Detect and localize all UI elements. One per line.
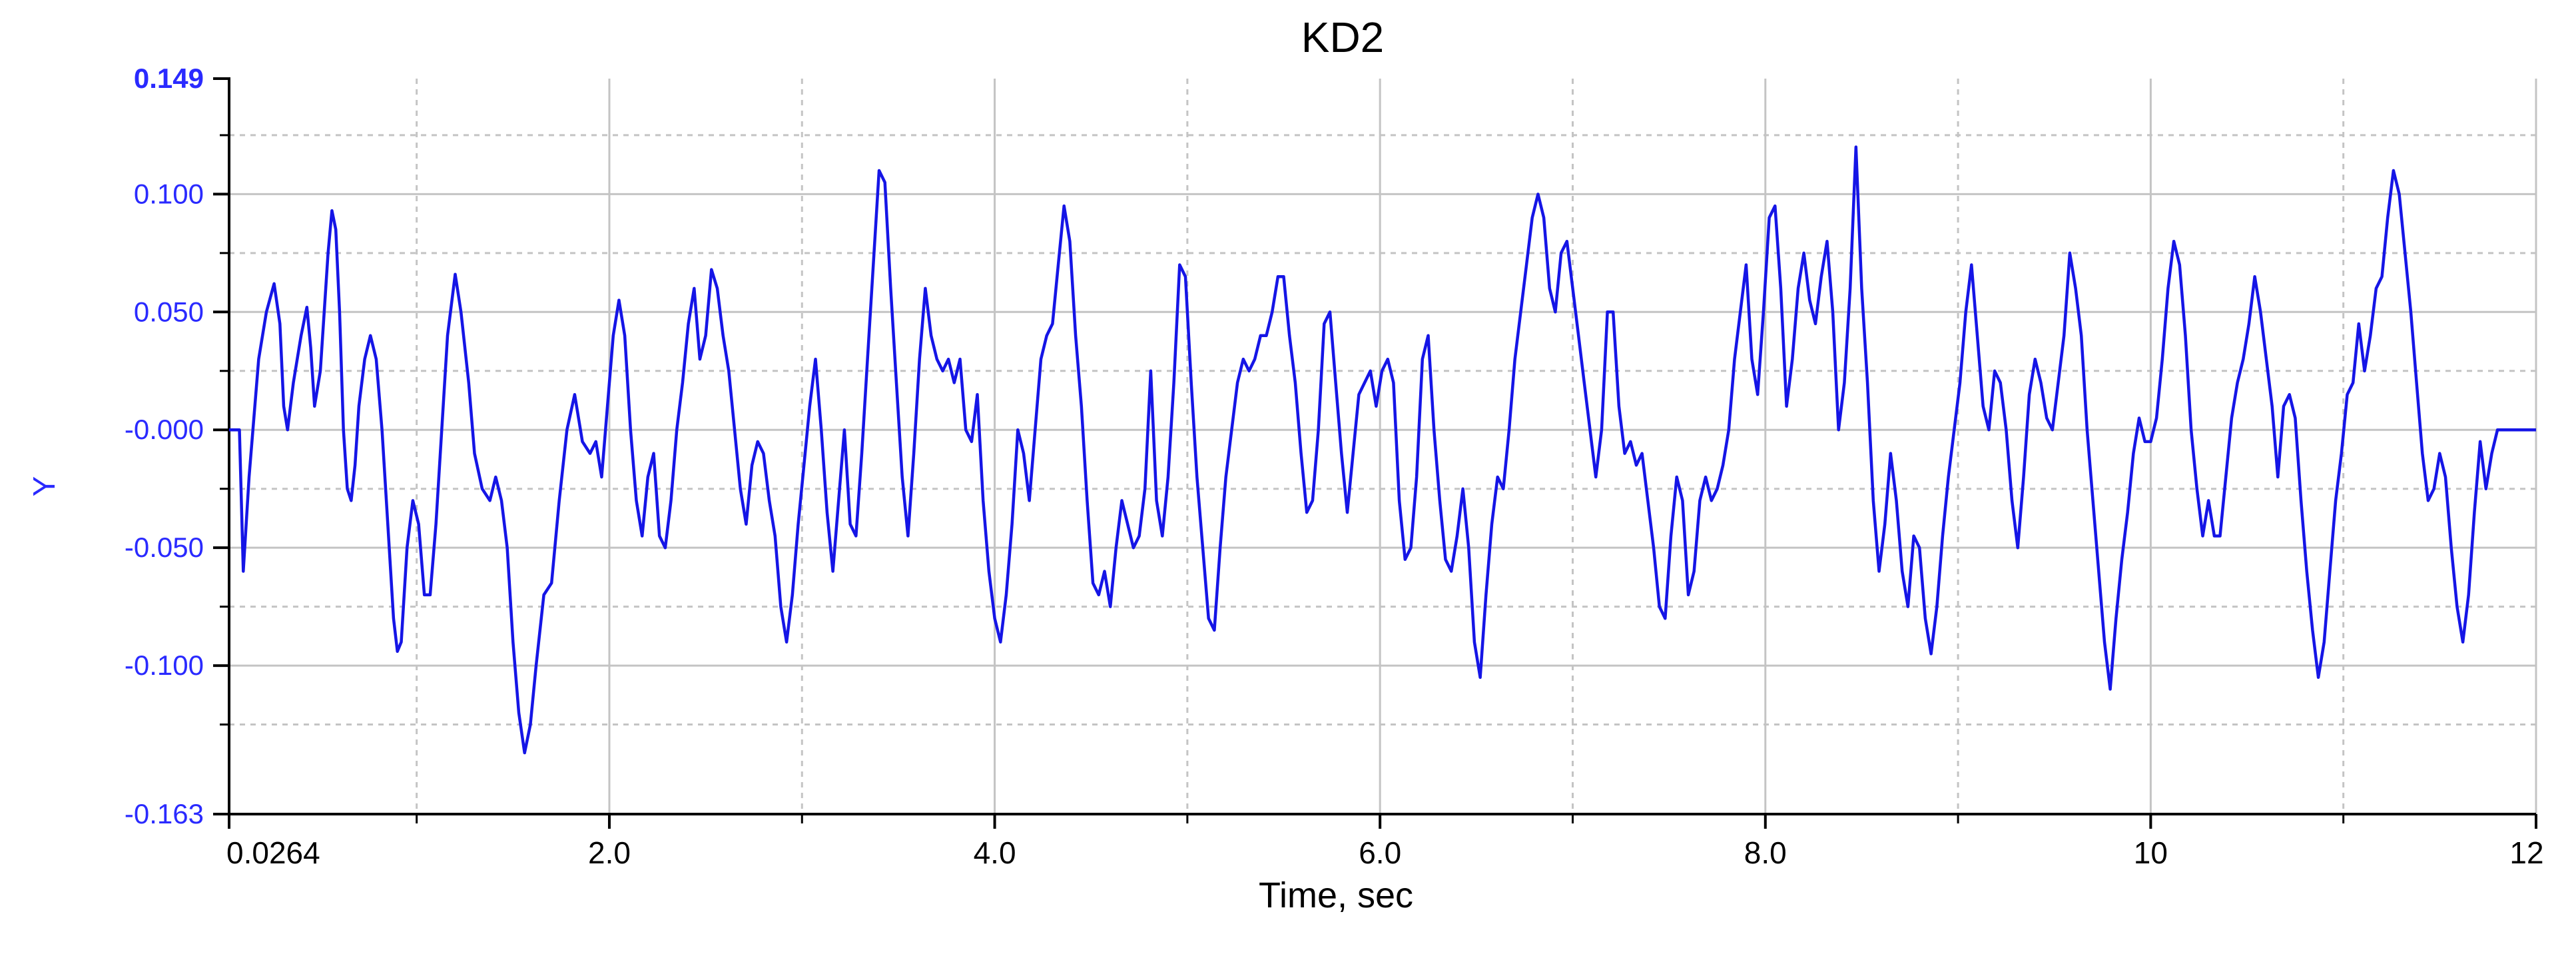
y-tick-label: -0.050 bbox=[125, 532, 204, 563]
y-tick-label: -0.000 bbox=[125, 414, 204, 445]
chart-title: KD2 bbox=[1301, 13, 1385, 61]
x-tick-label: 4.0 bbox=[974, 835, 1016, 870]
x-axis-label: Time, sec bbox=[1259, 875, 1413, 915]
x-tick-label: 0.0264 bbox=[226, 835, 320, 870]
y-tick-label: 0.100 bbox=[134, 178, 204, 209]
y-tick-label: 0.050 bbox=[134, 296, 204, 327]
x-tick-label: 10 bbox=[2134, 835, 2168, 870]
x-tick-label: 6.0 bbox=[1359, 835, 1401, 870]
y-tick-label: -0.163 bbox=[125, 798, 204, 829]
x-tick-label: 2.0 bbox=[588, 835, 631, 870]
series-line bbox=[229, 145, 2536, 755]
y-axis-label: Y bbox=[27, 476, 61, 497]
x-tick-label: 8.0 bbox=[1744, 835, 1787, 870]
y-tick-label: -0.100 bbox=[125, 650, 204, 681]
y-tick-label: 0.149 bbox=[134, 63, 204, 94]
x-tick-label: 12 bbox=[2509, 835, 2543, 870]
